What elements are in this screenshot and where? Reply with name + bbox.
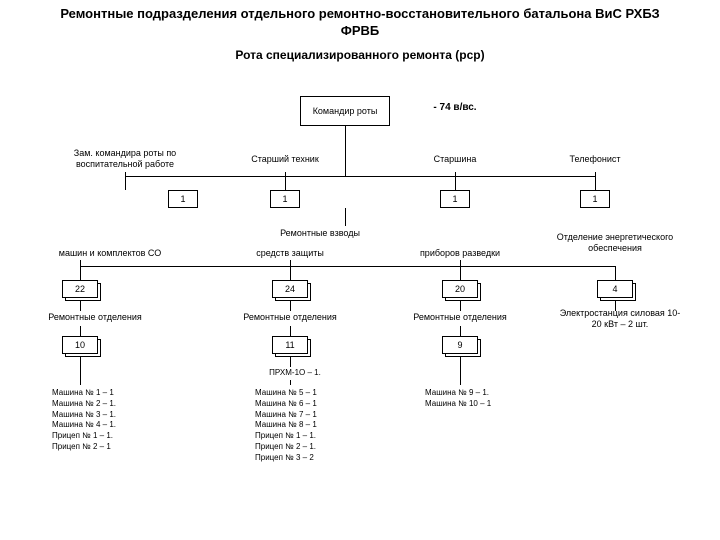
connector [345, 126, 346, 156]
platoon1-label: машин и комплектов СО [40, 248, 180, 259]
platoon1-count: 22 [62, 280, 98, 298]
telephonist-label: Телефонист [550, 154, 640, 165]
count-box: 1 [168, 190, 198, 208]
platoons-header: Ремонтные взводы [250, 228, 390, 239]
deputy-label: Зам. командира роты по воспитательной ра… [55, 148, 195, 170]
senior-tech-label: Старший техник [230, 154, 340, 165]
connector [290, 357, 291, 367]
count-box: 1 [580, 190, 610, 208]
connector [125, 176, 595, 177]
machines-col3: Машина № 9 – 1. Машина № 10 – 1 [425, 388, 545, 410]
section3-label: Ремонтные отделения [395, 312, 525, 323]
connector [460, 326, 461, 336]
commander-box: Командир роты [300, 96, 390, 126]
connector [290, 266, 291, 280]
section1-count: 10 [62, 336, 98, 354]
machines-col2: Машина № 5 – 1 Машина № 6 – 1 Машина № 7… [255, 388, 375, 464]
connector [80, 301, 81, 311]
connector [460, 301, 461, 311]
platoon4-count: 4 [597, 280, 633, 298]
platoon4-label: Отделение энергетического обеспечения [555, 232, 675, 254]
connector [460, 266, 461, 280]
prxm-label: ПРХМ-1О – 1. [245, 368, 345, 378]
page-title: Ремонтные подразделения отдельного ремон… [0, 0, 720, 42]
count-box: 1 [440, 190, 470, 208]
connector [615, 266, 616, 280]
machines-col1: Машина № 1 – 1 Машина № 2 – 1. Машина № … [52, 388, 172, 453]
connector [345, 156, 346, 176]
section2-label: Ремонтные отделения [225, 312, 355, 323]
connector [460, 357, 461, 385]
connector [80, 266, 615, 267]
connector [290, 326, 291, 336]
personnel-count: - 74 в/вс. [410, 102, 500, 114]
platoon2-count: 24 [272, 280, 308, 298]
connector [125, 176, 126, 190]
platoon2-label: средств защиты [230, 248, 350, 259]
connector [80, 357, 81, 385]
connector [595, 176, 596, 190]
connector [80, 326, 81, 336]
platoon3-count: 20 [442, 280, 478, 298]
connector [80, 266, 81, 280]
count-box: 1 [270, 190, 300, 208]
connector [345, 208, 346, 226]
page-subtitle: Рота специализированного ремонта (рср) [0, 42, 720, 66]
platoon3-label: приборов разведки [400, 248, 520, 259]
connector [285, 176, 286, 190]
connector [455, 176, 456, 190]
section4-label: Электростанция силовая 10-20 кВт – 2 шт. [555, 308, 685, 330]
section2-count: 11 [272, 336, 308, 354]
connector [290, 380, 291, 385]
connector [290, 301, 291, 311]
commander-label: Командир роты [313, 106, 378, 117]
starshina-label: Старшина [410, 154, 500, 165]
section1-label: Ремонтные отделения [30, 312, 160, 323]
section3-count: 9 [442, 336, 478, 354]
